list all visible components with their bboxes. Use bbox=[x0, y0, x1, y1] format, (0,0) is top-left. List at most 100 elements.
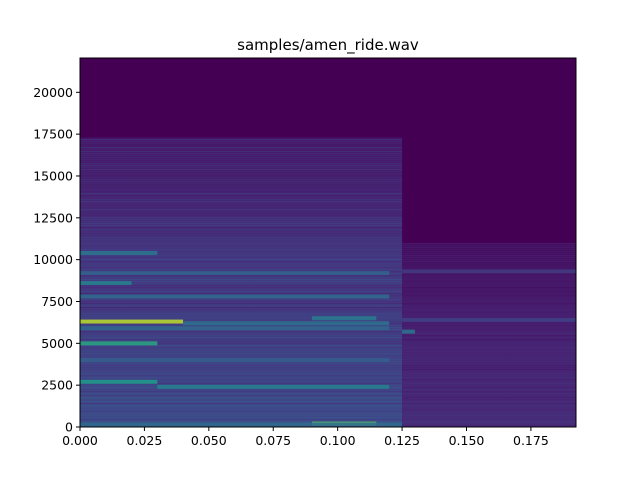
spectrogram-streak bbox=[80, 289, 403, 291]
spectrogram-streak bbox=[402, 415, 576, 417]
axes-frame bbox=[79, 57, 577, 428]
spectrogram-streak bbox=[402, 389, 576, 391]
spectrogram-streak bbox=[80, 249, 403, 251]
spectrogram-streak bbox=[402, 337, 576, 339]
spectrogram-streak bbox=[402, 255, 576, 257]
spectrogram-streak bbox=[402, 307, 576, 309]
spectrogram-streak bbox=[80, 287, 403, 289]
spectrogram-streak bbox=[80, 357, 403, 359]
spectrogram-streak bbox=[80, 219, 403, 221]
spectrogram-streak bbox=[402, 417, 576, 419]
spectrogram-streak bbox=[402, 357, 576, 359]
spectrogram-streak bbox=[402, 361, 576, 363]
spectrogram-streak bbox=[80, 275, 403, 277]
spectrogram-streak bbox=[402, 303, 576, 305]
spectrogram-streak bbox=[80, 147, 403, 149]
spectrogram-streak bbox=[80, 237, 403, 239]
spectrogram-streak bbox=[402, 339, 576, 341]
spectrogram-streak bbox=[402, 399, 576, 401]
spectrogram-streak bbox=[80, 401, 403, 403]
spectrogram-streak bbox=[402, 249, 576, 251]
spectrogram-streak bbox=[402, 403, 576, 405]
spectrogram-streak bbox=[80, 345, 403, 347]
spectrogram-streak bbox=[402, 273, 576, 275]
spectrogram-streak bbox=[402, 413, 576, 415]
spectrogram-streak bbox=[80, 409, 403, 411]
spectrogram-streak bbox=[80, 261, 403, 263]
spectrogram-streak bbox=[402, 351, 576, 353]
spectrogram-streak bbox=[402, 371, 576, 373]
spectrogram-streak bbox=[80, 157, 403, 159]
spectrogram-streak bbox=[80, 177, 403, 179]
spectrogram-streak bbox=[402, 379, 576, 381]
spectrogram-streak bbox=[402, 409, 576, 411]
spectrogram-streak bbox=[402, 317, 576, 319]
spectrogram-streak bbox=[80, 413, 403, 415]
spectrogram-streak bbox=[80, 339, 403, 341]
y-tick-label: 15000 bbox=[33, 168, 73, 183]
spectrogram-streak bbox=[402, 353, 576, 355]
spectral-band bbox=[80, 358, 390, 363]
spectral-band bbox=[157, 384, 390, 389]
spectrogram-streak bbox=[402, 323, 576, 325]
spectrogram-streak bbox=[402, 363, 576, 365]
spectrogram-streak bbox=[402, 405, 576, 407]
x-tick-label: 0.100 bbox=[320, 433, 356, 448]
spectrogram-streak bbox=[402, 305, 576, 307]
spectrogram-streak bbox=[80, 235, 403, 237]
spectrogram-streak bbox=[80, 367, 403, 369]
y-tick-label: 20000 bbox=[33, 85, 73, 100]
spectrogram-streak bbox=[402, 313, 576, 315]
spectrogram-streak bbox=[402, 287, 576, 289]
spectrogram-streak bbox=[402, 387, 576, 389]
spectrogram-streak bbox=[402, 301, 576, 303]
spectrogram-streak bbox=[402, 347, 576, 349]
spectral-band bbox=[80, 326, 390, 331]
spectrogram-streak bbox=[402, 333, 576, 335]
spectral-band bbox=[311, 316, 377, 321]
spectral-band bbox=[402, 317, 576, 322]
spectrogram-streak bbox=[402, 421, 576, 423]
spectrogram-streak bbox=[402, 293, 576, 295]
spectrogram-streak bbox=[80, 161, 403, 163]
spectrogram-streak bbox=[80, 155, 403, 157]
spectrogram-streak bbox=[402, 349, 576, 351]
spectrogram-streak bbox=[402, 355, 576, 357]
spectrogram-streak bbox=[80, 175, 403, 177]
spectrogram-streak bbox=[80, 191, 403, 193]
spectrogram-streak bbox=[402, 257, 576, 259]
spectrogram-streak bbox=[80, 343, 403, 345]
spectrogram-streak bbox=[80, 405, 403, 407]
spectrogram-streak bbox=[402, 377, 576, 379]
spectrogram-streak bbox=[80, 187, 403, 189]
spectrogram-streak bbox=[80, 171, 403, 173]
spectrogram-streak bbox=[80, 335, 403, 337]
x-tick-label: 0.175 bbox=[513, 433, 549, 448]
spectrogram-streak bbox=[80, 141, 403, 143]
spectrogram-streak bbox=[80, 391, 403, 393]
spectrogram-streak bbox=[402, 397, 576, 399]
spectrogram-streak bbox=[80, 257, 403, 259]
spectrogram-streak bbox=[80, 185, 403, 187]
spectrogram-streak bbox=[402, 395, 576, 397]
spectrogram-streak bbox=[80, 331, 403, 333]
spectrogram-streak bbox=[80, 251, 403, 253]
spectral-band bbox=[80, 281, 132, 286]
spectrogram-streak bbox=[80, 395, 403, 397]
spectrogram-streak bbox=[80, 283, 403, 285]
spectrogram-streak bbox=[80, 151, 403, 153]
spectral-band bbox=[80, 341, 158, 346]
y-axis: 0 2500 5000 7500 10000 12500 15000 17500 20000 bbox=[33, 85, 80, 435]
spectrogram-streak bbox=[402, 285, 576, 287]
spectrogram-streak bbox=[80, 299, 403, 301]
spectrogram-streak bbox=[402, 391, 576, 393]
spectrogram-streak bbox=[80, 337, 403, 339]
y-tick-label: 5000 bbox=[41, 336, 73, 351]
spectrogram-streak bbox=[80, 245, 403, 247]
spectrogram-streak bbox=[402, 289, 576, 291]
spectrogram-streak bbox=[80, 353, 403, 355]
spectrogram-streak bbox=[80, 143, 403, 145]
spectrogram-streak bbox=[80, 419, 403, 421]
spectrogram-streak bbox=[80, 241, 403, 243]
